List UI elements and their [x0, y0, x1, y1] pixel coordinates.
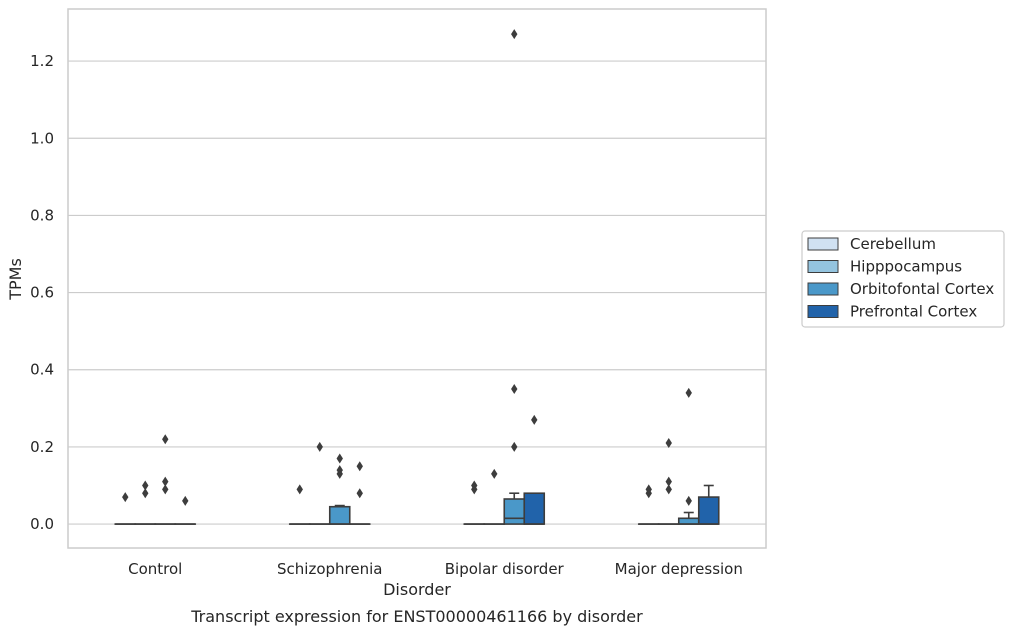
legend-label: Cerebellum [850, 235, 936, 253]
box-group [503, 29, 526, 525]
y-tick-label: 1.2 [30, 52, 54, 70]
outlier-marker [142, 480, 149, 491]
box-group [637, 484, 660, 525]
y-tick-label: 0.2 [30, 438, 54, 456]
box-group [114, 492, 137, 525]
outlier-marker [685, 495, 692, 506]
y-tick-label: 0.4 [30, 361, 54, 379]
x-tick-label: Bipolar disorder [445, 560, 565, 578]
x-tick-label: Schizophrenia [277, 560, 382, 578]
outlier-marker [336, 465, 343, 476]
box-group [308, 441, 331, 525]
box-rect [523, 492, 546, 525]
outlier-marker [645, 484, 652, 495]
outlier-marker [356, 461, 363, 472]
outlier-marker [491, 468, 498, 479]
outlier-marker [296, 484, 303, 495]
legend-swatch [807, 282, 839, 296]
legend-swatch [807, 305, 839, 318]
outlier-marker [511, 384, 518, 395]
legend-swatch [807, 237, 839, 251]
legend-label: Prefrontal Cortex [850, 303, 977, 321]
box-group [328, 453, 351, 525]
box-group [483, 468, 506, 525]
outlier-marker [182, 495, 189, 506]
outlier-marker [316, 441, 323, 452]
outlier-marker [356, 488, 363, 499]
outlier-marker [531, 414, 538, 425]
box-group [154, 434, 177, 525]
x-axis-title: Disorder [383, 580, 451, 599]
outlier-marker [665, 476, 672, 487]
y-tick-label: 0.0 [30, 515, 54, 533]
box-group [697, 484, 720, 525]
legend-swatch [807, 260, 839, 273]
box-rect [503, 498, 526, 525]
box-group [348, 461, 371, 525]
outlier-marker [511, 29, 518, 40]
outlier-marker [471, 480, 478, 491]
outlier-marker [122, 492, 129, 503]
box-group [174, 495, 197, 525]
box-group [523, 414, 546, 525]
y-tick-label: 0.6 [30, 284, 54, 302]
outlier-marker [665, 484, 672, 495]
outlier-marker [162, 476, 169, 487]
y-tick-label: 1.0 [30, 129, 54, 147]
gridlines [68, 60, 766, 525]
chart-caption: Transcript expression for ENST0000046116… [190, 607, 643, 626]
box-marks [114, 29, 720, 525]
box-rect [697, 496, 720, 525]
x-tick-labels: Control Schizophrenia Bipolar disorder Majo… [128, 560, 743, 578]
y-axis-title: TPMs [6, 258, 25, 301]
box-rect [328, 505, 351, 525]
box-group [657, 438, 680, 525]
outlier-marker [511, 441, 518, 452]
x-tick-label: Major depression [615, 560, 743, 578]
legend-label: Orbitofontal Cortex [850, 280, 994, 298]
y-tick-label: 0.8 [30, 206, 54, 224]
outlier-marker [665, 438, 672, 449]
outlier-marker [162, 434, 169, 445]
box-rect [677, 517, 700, 525]
x-tick-label: Control [128, 560, 182, 578]
box-group [288, 484, 311, 525]
box-group [463, 480, 486, 525]
box-group [134, 480, 157, 525]
outlier-marker [142, 488, 149, 499]
legend-label: Hipppocampus [850, 258, 962, 276]
legend-frame [801, 230, 1005, 328]
outlier-marker [162, 484, 169, 495]
outlier-marker [336, 453, 343, 464]
legend: Cerebellum Hipppocampus Orbitofontal Corte… [801, 230, 1005, 328]
outlier-marker [685, 387, 692, 398]
box-group [677, 387, 700, 525]
plot-frame [67, 8, 767, 549]
y-tick-labels: 0.0 0.2 0.4 0.6 0.8 1.0 1.2 [30, 52, 54, 533]
